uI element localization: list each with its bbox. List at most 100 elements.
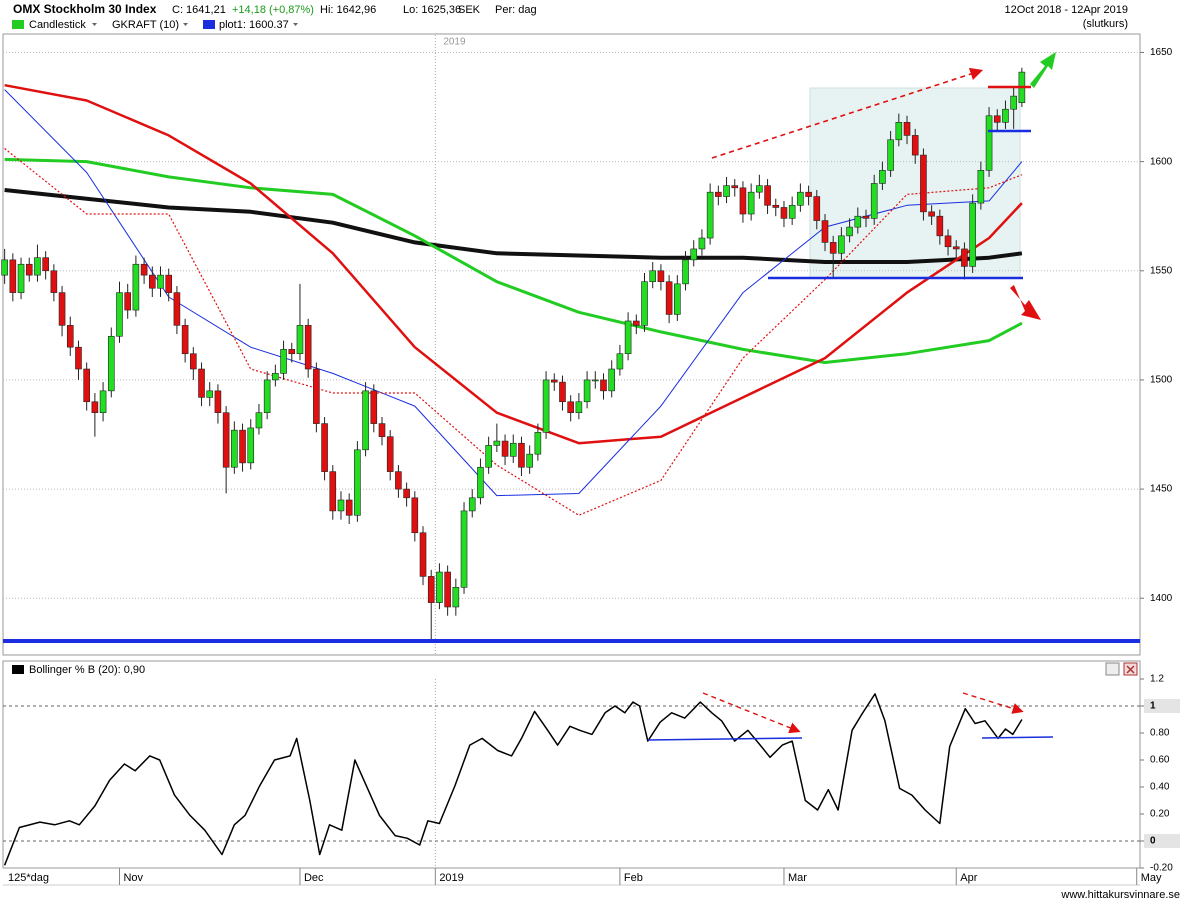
candle-body (862, 215, 870, 219)
candle-body (1002, 108, 1009, 123)
candle-body (214, 390, 222, 413)
candle-body (25, 263, 33, 276)
candle-body (518, 442, 525, 468)
candle-body (936, 215, 944, 237)
candle-body (1010, 95, 1017, 110)
candle-body (788, 204, 796, 219)
candle-body (378, 423, 386, 437)
candle-body (190, 353, 197, 370)
candle-body (206, 390, 214, 398)
candle-body (198, 368, 205, 398)
y-tick-label: 1450 (1150, 484, 1173, 495)
candle-body (764, 185, 771, 206)
legend-entry[interactable]: Candlestick (29, 19, 86, 31)
candle-body (50, 270, 58, 293)
y-tick-label: 0 (1150, 836, 1156, 847)
candle-body (723, 185, 730, 197)
y-tick-label: 0.20 (1150, 809, 1170, 820)
indicator-title: Bollinger % B (20): 0,90 (29, 664, 145, 676)
y-tick-label: 1500 (1150, 375, 1173, 386)
y-tick-label: 1600 (1150, 156, 1173, 167)
candle-body (665, 281, 673, 315)
year-label: 2019 (443, 37, 466, 48)
y-tick-label: 1550 (1150, 265, 1173, 276)
candle-body (977, 170, 985, 204)
candle-body (272, 373, 279, 381)
candle-body (247, 427, 255, 464)
legend-entry[interactable]: plot1: 1600.37 (219, 19, 289, 31)
candle-body (756, 185, 763, 193)
x-tick-label: Nov (123, 872, 143, 884)
reference-box (1144, 834, 1180, 848)
candle-body (772, 204, 780, 208)
candle-body (288, 349, 296, 355)
info: +14,18 (+0,87%) (232, 4, 314, 16)
zoom-button[interactable] (1105, 662, 1120, 676)
up-arrow (1030, 52, 1056, 88)
candle-body (493, 440, 501, 446)
period-label: 125*dag (8, 872, 49, 884)
support-line (981, 736, 1054, 739)
legend-swatch (12, 665, 24, 674)
x-tick-label: May (1141, 872, 1162, 884)
candle-body (879, 170, 886, 184)
candle-body (329, 471, 337, 512)
candle-body (345, 499, 353, 516)
legend-entry[interactable]: GKRAFT (10) (112, 19, 179, 31)
x-tick-label: Mar (788, 872, 807, 884)
dropdown-icon[interactable] (293, 23, 298, 26)
price-panel (2, 33, 1141, 656)
candle-body (550, 379, 558, 383)
candle-body (468, 497, 476, 512)
candle-body (436, 571, 443, 603)
info: SEK (458, 4, 481, 16)
candle-body (895, 122, 903, 141)
support-line (647, 737, 803, 741)
candle-body (706, 191, 714, 239)
candle-body (485, 445, 492, 468)
candle-body (854, 215, 862, 228)
line-series (4, 188, 1023, 264)
dropdown-icon[interactable] (183, 23, 188, 26)
trend-arrow (702, 692, 801, 734)
candle-body (731, 185, 739, 189)
highlight-box (809, 87, 1021, 279)
candle-body (747, 191, 755, 215)
info: Per: dag (495, 4, 537, 16)
candle-body (993, 115, 1001, 123)
candle-body (911, 135, 919, 156)
candle-body (149, 274, 156, 289)
line-series (4, 148, 1023, 516)
candle-body (657, 270, 665, 282)
candle-body (263, 379, 271, 413)
candle-body (255, 412, 263, 429)
candle-body (944, 235, 952, 248)
trend-arrow (962, 692, 1024, 714)
dropdown-icon[interactable] (92, 23, 97, 26)
footer: www.hittakursvinnare.se (1060, 889, 1180, 901)
y-tick-label: 1400 (1150, 593, 1173, 604)
candle-body (501, 440, 509, 457)
candle-body (608, 368, 615, 392)
candle-body (952, 246, 960, 250)
candle-body (157, 274, 164, 289)
candle-body (99, 390, 107, 413)
candle-body (797, 191, 804, 206)
candle-body (124, 292, 131, 311)
candle-body (600, 379, 607, 392)
x-tick-label: Dec (304, 872, 324, 884)
candle-body (674, 283, 681, 315)
y-tick-label: 0.40 (1150, 782, 1170, 793)
candle-body (17, 263, 25, 293)
candle-body (641, 281, 648, 326)
candle-body (460, 510, 468, 588)
candle-body (313, 368, 320, 424)
y-tick-label: 0.80 (1150, 728, 1170, 739)
candle-body (526, 453, 533, 468)
candle-body (969, 202, 976, 267)
candle-body (83, 368, 90, 403)
candle-body (534, 432, 542, 455)
candle-body (1, 259, 8, 276)
candle-body (321, 423, 328, 472)
candle-body (222, 412, 230, 468)
